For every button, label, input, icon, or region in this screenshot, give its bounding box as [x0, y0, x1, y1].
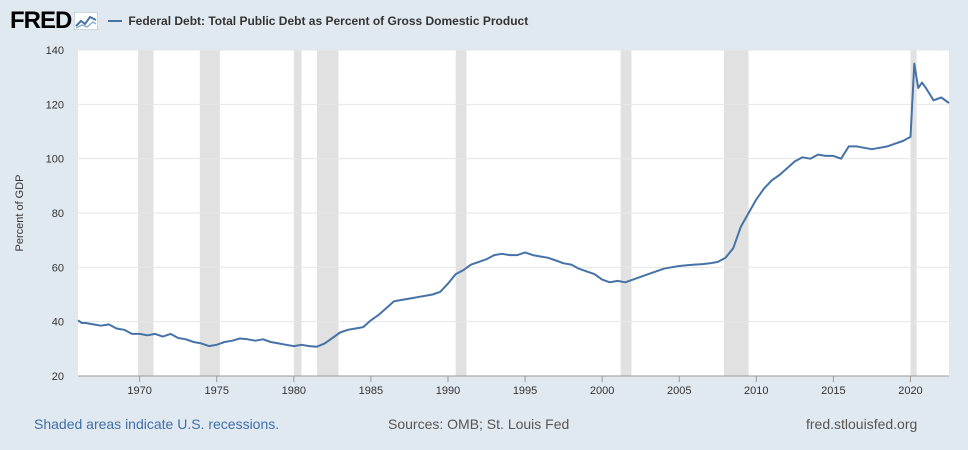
x-tick-label: 2015 [821, 385, 845, 397]
y-axis-ticks: 20 40 60 80 100 120 140 [46, 45, 64, 383]
x-tick-label: 1980 [282, 385, 306, 397]
x-tick-label: 2010 [744, 385, 768, 397]
legend: Federal Debt: Total Public Debt as Perce… [108, 14, 528, 28]
y-tick-label: 20 [52, 371, 64, 383]
x-tick-label: 2005 [667, 385, 691, 397]
x-tick-label: 1995 [513, 385, 537, 397]
y-tick-label: 100 [46, 154, 64, 166]
logo-graph-icon [74, 12, 99, 30]
x-tick-label: 1985 [359, 385, 383, 397]
sources: Sources: OMB; St. Louis Fed [388, 416, 570, 432]
chart-header: FRED Federal Debt: Total Public Debt as … [10, 6, 528, 36]
y-tick-label: 120 [46, 99, 64, 111]
x-tick-label: 1975 [205, 385, 229, 397]
y-tick-label: 140 [46, 45, 64, 57]
legend-swatch [108, 20, 123, 22]
y-tick-label: 60 [52, 262, 64, 274]
fred-logo-text: FRED [10, 7, 72, 34]
x-tick-label: 2020 [898, 385, 922, 397]
series-line[interactable] [77, 62, 950, 348]
y-axis-label: Percent of GDP [14, 174, 26, 251]
x-tick-label: 2000 [590, 385, 614, 397]
y-tick-label: 80 [52, 208, 64, 220]
x-axis-ticks: 1970 1975 1980 1985 1990 1995 2000 2005 2010 2015… [78, 375, 949, 397]
fred-logo[interactable]: FRED [10, 7, 99, 35]
x-tick-label: 1990 [436, 385, 460, 397]
y-tick-label: 40 [52, 317, 64, 329]
site-link[interactable]: fred.stlouisfed.org [806, 416, 918, 432]
x-tick-label: 1970 [127, 385, 151, 397]
legend-label: Federal Debt: Total Public Debt as Perce… [128, 14, 529, 28]
recession-note: Shaded areas indicate U.S. recessions. [34, 416, 280, 432]
